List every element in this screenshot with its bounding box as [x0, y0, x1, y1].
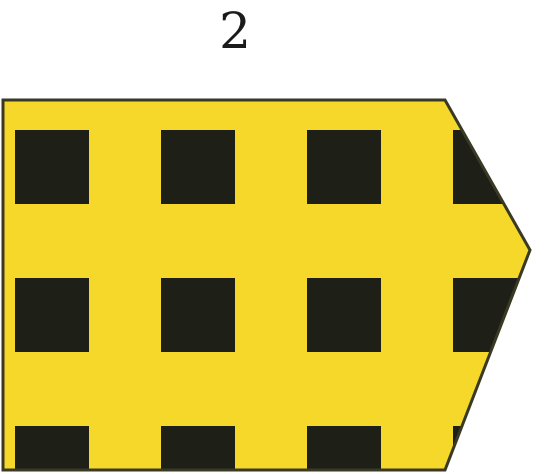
pattern-square	[161, 130, 235, 204]
pattern-square	[161, 426, 235, 470]
pattern-square	[453, 130, 527, 204]
pattern-square	[307, 278, 381, 352]
pattern-square	[15, 130, 89, 204]
sign-plate-border	[1, 98, 532, 472]
pattern-square	[307, 426, 381, 470]
pattern-square	[161, 278, 235, 352]
sign-plate	[3, 100, 530, 470]
pattern-square	[15, 278, 89, 352]
pattern-square	[453, 426, 527, 470]
pattern-square	[15, 426, 89, 470]
pattern-square	[307, 130, 381, 204]
figure-number: 2	[219, 2, 251, 60]
